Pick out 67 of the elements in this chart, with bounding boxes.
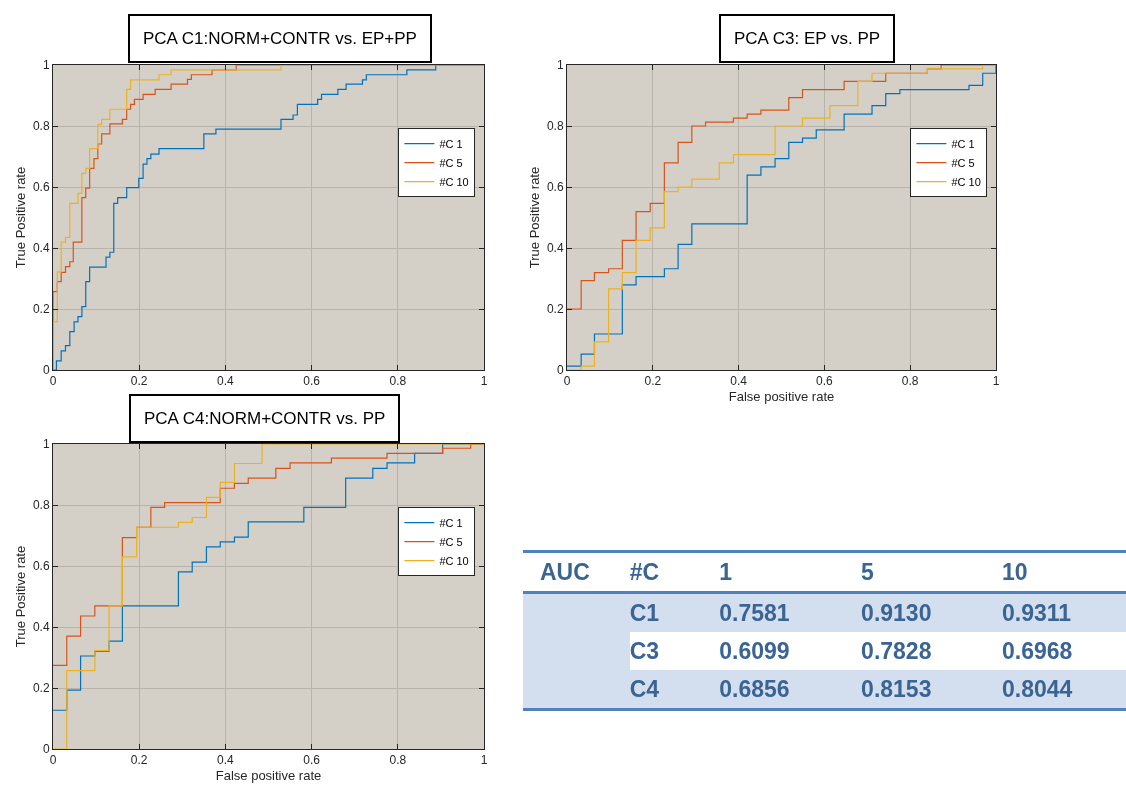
x-tick-label: 1 bbox=[480, 753, 488, 768]
x-tick-label: 0.4 bbox=[217, 753, 235, 768]
y-tick-label: 0.6 bbox=[32, 559, 50, 574]
category-label: C1 bbox=[629, 599, 660, 626]
text: 0.8153 bbox=[861, 675, 932, 702]
y-tick-label: 0 bbox=[42, 363, 50, 378]
chart-title: PCA C3: EP vs. PP bbox=[734, 29, 881, 48]
legend-label: #C 10 bbox=[951, 175, 981, 188]
x-tick-label: 0.2 bbox=[644, 374, 662, 389]
legend-label: #C 1 bbox=[439, 137, 463, 150]
x-axis-title: False positive rate bbox=[728, 389, 835, 404]
y-tick-label: 0.4 bbox=[32, 241, 50, 256]
x-tick-label: 0.6 bbox=[816, 374, 834, 389]
category-label: 1 bbox=[719, 557, 734, 587]
x-tick-label: 0.8 bbox=[389, 753, 407, 768]
category-label: 5 bbox=[861, 557, 875, 587]
text: AUC bbox=[539, 557, 591, 587]
y-tick-label: 0.4 bbox=[32, 620, 50, 635]
text: 0.6856 bbox=[719, 675, 790, 702]
x-tick-label: 0.2 bbox=[130, 374, 148, 389]
legend-label: #C 5 bbox=[951, 156, 975, 169]
x-axis-title: False positive rate bbox=[215, 768, 322, 783]
legend-label: #C 1 bbox=[951, 137, 975, 150]
x-tick-label: 0.2 bbox=[130, 753, 148, 768]
y-tick-label: 1 bbox=[556, 58, 564, 73]
text: 0.7828 bbox=[861, 637, 932, 664]
y-tick-label: 0.4 bbox=[546, 241, 564, 256]
y-tick-label: 0.6 bbox=[32, 180, 50, 195]
category-label: C3 bbox=[629, 637, 660, 664]
text: #C bbox=[629, 557, 661, 587]
y-axis-title: True Positive rate bbox=[12, 166, 28, 269]
legend-label: #C 1 bbox=[439, 516, 463, 529]
legend-label: #C 5 bbox=[439, 535, 463, 548]
y-axis-title: True Positive rate bbox=[12, 545, 28, 648]
x-tick-label: 0.6 bbox=[303, 374, 321, 389]
category-label: C4 bbox=[629, 675, 660, 702]
y-tick-label: 0.8 bbox=[32, 119, 50, 134]
y-tick-label: 0 bbox=[42, 742, 50, 757]
text: 0.8044 bbox=[1002, 675, 1073, 702]
text: 0.6099 bbox=[719, 637, 790, 664]
y-tick-label: 0.6 bbox=[546, 180, 564, 195]
y-tick-label: 0.2 bbox=[32, 681, 50, 696]
y-tick-label: 0.2 bbox=[546, 302, 564, 317]
y-tick-label: 0.2 bbox=[32, 302, 50, 317]
chart-title: PCA C4:NORM+CONTR vs. PP bbox=[144, 409, 386, 428]
x-tick-label: 0.8 bbox=[389, 374, 407, 389]
text: 0.6968 bbox=[1002, 637, 1073, 664]
text: 0.9130 bbox=[861, 599, 932, 626]
legend-label: #C 10 bbox=[439, 175, 469, 188]
text: 0.7581 bbox=[719, 599, 790, 626]
y-axis-title: True Positive rate bbox=[526, 166, 542, 269]
y-tick-label: 0.8 bbox=[32, 498, 50, 513]
chart-title: PCA C1:NORM+CONTR vs. EP+PP bbox=[143, 29, 417, 48]
x-tick-label: 0.4 bbox=[730, 374, 748, 389]
y-tick-label: 1 bbox=[42, 437, 50, 452]
y-tick-label: 0.8 bbox=[546, 119, 564, 134]
legend-label: #C 10 bbox=[439, 554, 469, 567]
legend-label: #C 5 bbox=[439, 156, 463, 169]
y-tick-label: 0 bbox=[556, 363, 564, 378]
y-tick-label: 1 bbox=[42, 58, 50, 73]
x-tick-label: 0.4 bbox=[217, 374, 235, 389]
x-tick-label: 1 bbox=[480, 374, 488, 389]
x-tick-label: 0.8 bbox=[901, 374, 919, 389]
x-tick-label: 1 bbox=[992, 374, 1000, 389]
text: 0.9311 bbox=[1002, 599, 1072, 626]
x-tick-label: 0.6 bbox=[303, 753, 321, 768]
category-label: 10 bbox=[1002, 557, 1029, 587]
